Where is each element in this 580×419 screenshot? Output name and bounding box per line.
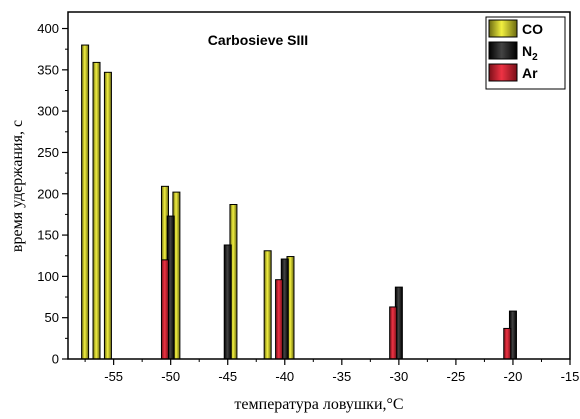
y-axis-title: время удержания, с: [9, 120, 26, 252]
bar-ar-0: [160, 259, 169, 360]
plot-frame: [67, 11, 571, 360]
x-tick-label: -15: [561, 369, 580, 384]
bar-co-1: [92, 61, 101, 360]
y-tick-label: 250: [37, 145, 59, 160]
y-tick-label: 400: [37, 21, 59, 36]
bar-co-6: [263, 250, 272, 360]
x-tick-label: -35: [332, 369, 351, 384]
legend: CO N2 Ar: [485, 16, 566, 90]
bar-ar-2: [389, 306, 398, 360]
x-tick-label: -50: [161, 369, 180, 384]
y-tick-label: 100: [37, 269, 59, 284]
bar-ar-1: [275, 279, 284, 360]
y-axis: 0 50 100 150 200 250 300 350 400: [37, 21, 68, 367]
legend-swatch-n: [488, 41, 518, 60]
y-tick-label: 350: [37, 62, 59, 77]
chart-title: Carbosieve SIII: [208, 32, 308, 48]
y-tick-label: 150: [37, 228, 59, 243]
bar-ar-3: [503, 327, 512, 360]
legend-label-subscript: 2: [532, 52, 538, 63]
legend-label-co: CO: [522, 21, 543, 37]
x-tick-label: -40: [275, 369, 294, 384]
x-tick-label: -30: [389, 369, 408, 384]
legend-swatch-ar: [488, 63, 518, 82]
legend-label-text: Ar: [522, 65, 538, 81]
y-tick-label: 300: [37, 104, 59, 119]
x-tick-label: -55: [104, 369, 123, 384]
x-axis-title: температура ловушки,°C: [234, 396, 403, 413]
x-tick-label: -45: [218, 369, 237, 384]
legend-label-text: CO: [522, 21, 543, 37]
bars-group: [81, 44, 517, 360]
x-tick-label: -25: [447, 369, 466, 384]
y-tick-label: 0: [52, 352, 59, 367]
bar-n-1: [223, 244, 232, 360]
x-axis: -55 -50 -45 -40 -35 -30 -25 -20 -15: [84, 359, 580, 384]
legend-label-text: N: [522, 43, 532, 59]
bar-co-0: [81, 44, 90, 360]
y-tick-label: 50: [45, 310, 59, 325]
legend-label-n: N2: [522, 43, 538, 63]
legend-label-ar: Ar: [522, 65, 538, 81]
y-tick-label: 200: [37, 186, 59, 201]
x-tick-label: -20: [504, 369, 523, 384]
legend-swatch-co: [488, 19, 518, 38]
bar-co-2: [103, 71, 112, 360]
